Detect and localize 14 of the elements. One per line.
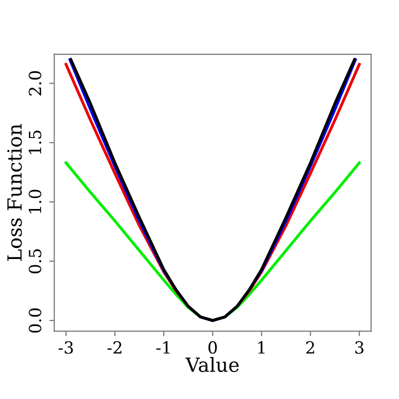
- y-tick-label: 0.0: [28, 308, 42, 333]
- x-tick-label: 3: [355, 341, 364, 354]
- x-tick-label: 2: [306, 341, 314, 354]
- y-tick-label: 0.5: [28, 249, 42, 274]
- y-tick-label: 2.0: [28, 71, 42, 96]
- x-tick-label: 1: [258, 341, 264, 354]
- x-tick-label: 0: [208, 341, 217, 354]
- y-tick-label: 1.5: [28, 130, 42, 154]
- y-tick-label: 1.0: [28, 190, 42, 214]
- x-tick-label: -2: [108, 341, 122, 354]
- y-axis-title: Loss Function: [7, 124, 22, 261]
- x-tick-label: -1: [156, 341, 170, 354]
- x-axis-title: Value: [185, 357, 239, 372]
- x-tick-label: -3: [58, 341, 73, 354]
